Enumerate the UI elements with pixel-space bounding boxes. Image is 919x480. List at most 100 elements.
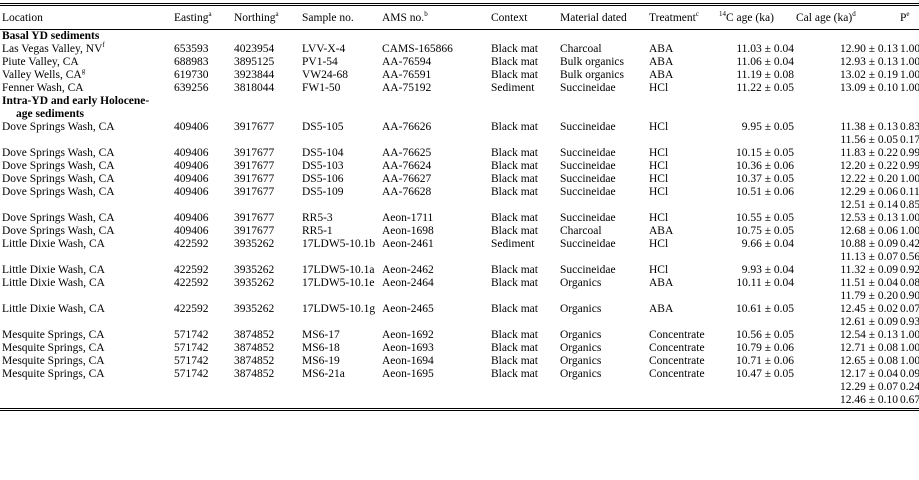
cell-ams: Aeon-2464 — [382, 277, 434, 289]
cell-c14: 10.11 ± 0.04 — [736, 277, 794, 289]
cell-easting: 422592 — [174, 238, 209, 250]
table-row: Little Dixie Wash, CA 422592 3935262 17LDW5… — [0, 303, 919, 316]
cell-easting — [172, 394, 232, 407]
cell-easting — [172, 381, 232, 394]
cell-cal: 13.09 ± 0.10 — [839, 82, 898, 94]
cell-treatment: HCl — [649, 82, 669, 94]
cell-cal: 12.53 ± 0.13 — [839, 212, 898, 224]
cell-context — [489, 134, 558, 147]
cell-treatment: ABA — [649, 225, 674, 237]
col-material: Material dated — [560, 12, 627, 24]
cell-treatment — [647, 251, 717, 264]
cell-northing — [232, 251, 300, 264]
cell-treatment: HCl — [649, 238, 669, 250]
cell-location: Piute Valley, CA — [2, 56, 79, 68]
cell-treatment: Concentrate — [649, 368, 705, 380]
cell-northing: 3935262 — [234, 303, 275, 315]
cell-cal: 12.29 ± 0.06 — [839, 186, 898, 198]
cell-northing: 3874852 — [234, 342, 275, 354]
cell-context: Black mat — [491, 277, 538, 289]
cell-p: 0.92 — [900, 264, 919, 276]
cell-cal: 12.71 ± 0.08 — [839, 342, 898, 354]
col-context: Context — [491, 12, 528, 24]
cell-easting: 422592 — [174, 277, 209, 289]
cell-treatment — [647, 199, 717, 212]
cell-material: Charcoal — [560, 225, 602, 237]
table-row: Dove Springs Wash, CA 409406 3917677 RR5-1 A… — [0, 225, 919, 238]
cell-cal: 11.51 ± 0.04 — [840, 277, 898, 289]
cell-northing: 4023954 — [234, 43, 275, 55]
table-row: Mesquite Springs, CA 571742 3874852 MS6-18 A… — [0, 342, 919, 355]
cell-northing: 3874852 — [234, 329, 275, 341]
cell-sample: PV1-54 — [302, 56, 338, 68]
cell-sample: DS5-104 — [302, 147, 344, 159]
cell-c14 — [717, 290, 794, 303]
table-row: Dove Springs Wash, CA 409406 3917677 DS5-10… — [0, 186, 919, 199]
cell-cal: 12.20 ± 0.22 — [839, 160, 898, 172]
cell-material: Succineidae — [560, 121, 616, 133]
cell-context: Sediment — [491, 82, 535, 94]
cell-material — [558, 199, 647, 212]
cell-context: Black mat — [491, 342, 538, 354]
cell-cal: 12.45 ± 0.02 — [839, 303, 898, 315]
cell-material — [558, 394, 647, 407]
cell-material: Succineidae — [560, 173, 616, 185]
table-row: Mesquite Springs, CA 571742 3874852 MS6-17 A… — [0, 329, 919, 342]
cell-ams: AA-76626 — [382, 121, 432, 133]
cell-c14: 11.03 ± 0.04 — [736, 43, 794, 55]
cell-p: 0.42 — [900, 238, 919, 250]
cell-material: Succineidae — [560, 82, 616, 94]
cell-northing: 3874852 — [234, 368, 275, 380]
cell-c14: 10.56 ± 0.05 — [735, 329, 794, 341]
cell-northing: 3895125 — [234, 56, 275, 68]
cell-material: Organics — [560, 303, 602, 315]
cell-p: 1.00 — [900, 212, 919, 224]
cell-treatment: HCl — [649, 121, 669, 133]
table-row: Mesquite Springs, CA 571742 3874852 MS6-21a… — [0, 368, 919, 381]
table-row: 12.29 ± 0.07 0.24 — [0, 381, 919, 394]
cell-cal: 12.68 ± 0.06 — [839, 225, 898, 237]
cell-p: 0.99 — [900, 160, 919, 172]
cell-northing — [232, 381, 300, 394]
cell-c14: 10.51 ± 0.06 — [735, 186, 794, 198]
cell-sample: RR5-3 — [302, 212, 333, 224]
cell-p: 0.07 — [900, 303, 919, 315]
cell-p: 0.09 — [900, 368, 919, 380]
cell-location — [0, 251, 172, 264]
cell-northing — [232, 134, 300, 147]
table-row: Little Dixie Wash, CA 422592 3935262 17LDW5… — [0, 277, 919, 290]
cell-material: Succineidae — [560, 212, 616, 224]
cell-sample: 17LDW5-10.1a — [302, 264, 375, 276]
cell-northing: 3818044 — [234, 82, 275, 94]
cell-c14: 10.47 ± 0.05 — [735, 368, 794, 380]
cell-treatment: HCl — [649, 264, 669, 276]
cell-material: Organics — [560, 368, 602, 380]
cell-cal: 11.83 ± 0.22 — [840, 147, 898, 159]
table-row: Mesquite Springs, CA 571742 3874852 MS6-19 A… — [0, 355, 919, 368]
cell-northing — [232, 199, 300, 212]
radiocarbon-table: Location Eastinga Northinga Sample no. A… — [0, 3, 919, 407]
cell-cal: 12.17 ± 0.04 — [839, 368, 898, 380]
cell-easting — [172, 134, 232, 147]
cell-material: Bulk organics — [560, 56, 624, 68]
cell-context: Black mat — [491, 368, 538, 380]
cell-c14: 9.66 ± 0.04 — [741, 238, 794, 250]
cell-easting: 571742 — [174, 368, 209, 380]
cell-context — [489, 316, 558, 329]
cell-ams: AA-76591 — [382, 69, 432, 81]
cell-context: Black mat — [491, 43, 538, 55]
cell-treatment — [647, 316, 717, 329]
cell-context: Black mat — [491, 355, 538, 367]
cell-northing: 3917677 — [234, 212, 275, 224]
table-row: Las Vegas Valley, NVf 653593 4023954 LVV-X-… — [0, 42, 919, 56]
cell-context: Black mat — [491, 225, 538, 237]
cell-ams: CAMS-165866 — [382, 43, 453, 55]
cell-material — [558, 134, 647, 147]
section-heading-intra: Intra-YD and early Holocene- — [2, 95, 150, 107]
cell-p: 1.00 — [900, 173, 919, 185]
cell-location: Mesquite Springs, CA — [2, 342, 105, 354]
cell-easting: 688983 — [174, 56, 209, 68]
table-row: Fenner Wash, CA 639256 3818044 FW1-50 AA-751… — [0, 82, 919, 95]
cell-cal: 11.38 ± 0.13 — [840, 121, 898, 133]
cell-northing — [232, 394, 300, 407]
